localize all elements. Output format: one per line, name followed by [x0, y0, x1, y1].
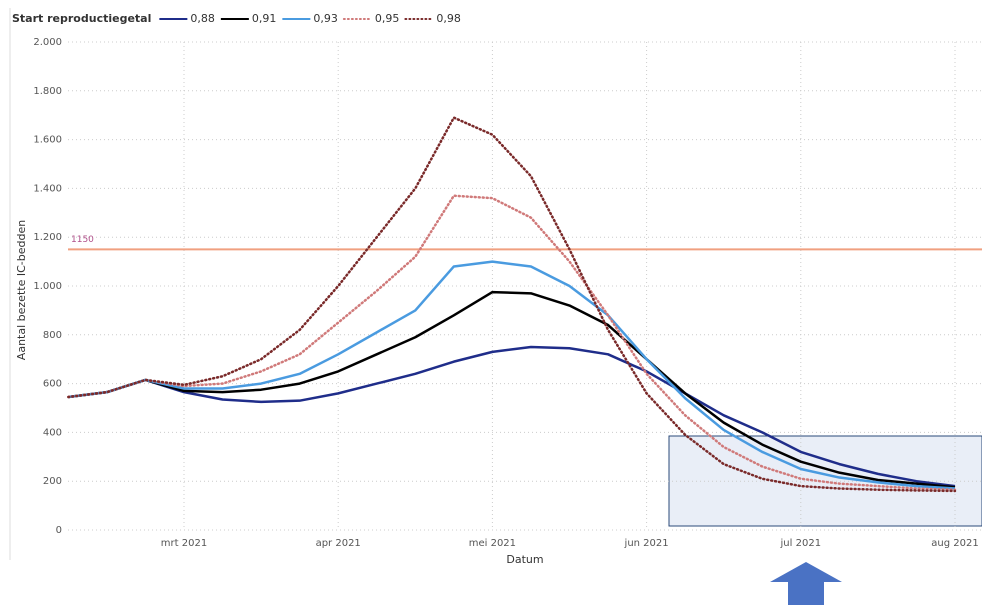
y-tick-label: 2.000 — [33, 37, 62, 48]
y-tick-label: 400 — [43, 427, 62, 438]
legend-title: Start reproductiegetal — [12, 12, 151, 25]
y-tick-label: 600 — [43, 379, 62, 390]
y-tick-label: 1.000 — [33, 281, 62, 292]
reference-label: 1150 — [71, 235, 94, 245]
x-tick-label: apr 2021 — [316, 538, 361, 549]
y-tick-label: 1.200 — [33, 232, 62, 243]
y-tick-label: 200 — [43, 476, 62, 487]
legend-label: 0,88 — [190, 12, 215, 25]
series-line — [67, 116, 957, 493]
x-axis-label: Datum — [506, 553, 543, 566]
y-tick-label: 1.600 — [33, 135, 62, 146]
series-line — [67, 194, 957, 491]
y-axis-label: Aantal bezette IC-bedden — [15, 220, 28, 360]
y-tick-label: 1.800 — [33, 86, 62, 97]
series-line — [68, 345, 956, 488]
series-line — [68, 290, 956, 489]
y-tick-label: 0 — [56, 525, 62, 536]
highlight-box — [668, 435, 982, 527]
x-tick-label: aug 2021 — [931, 538, 978, 549]
legend-label: 0,93 — [313, 12, 338, 25]
series-line — [68, 260, 956, 490]
y-tick-label: 1.400 — [33, 183, 62, 194]
legend-label: 0,95 — [375, 12, 400, 25]
x-tick-label: jul 2021 — [780, 538, 822, 549]
legend-label: 0,91 — [252, 12, 277, 25]
x-tick-label: jun 2021 — [624, 538, 669, 549]
legend-label: 0,98 — [436, 12, 461, 25]
arrow — [770, 562, 842, 605]
x-tick-label: mei 2021 — [469, 538, 516, 549]
x-tick-label: mrt 2021 — [161, 538, 207, 549]
y-tick-label: 800 — [43, 330, 62, 341]
